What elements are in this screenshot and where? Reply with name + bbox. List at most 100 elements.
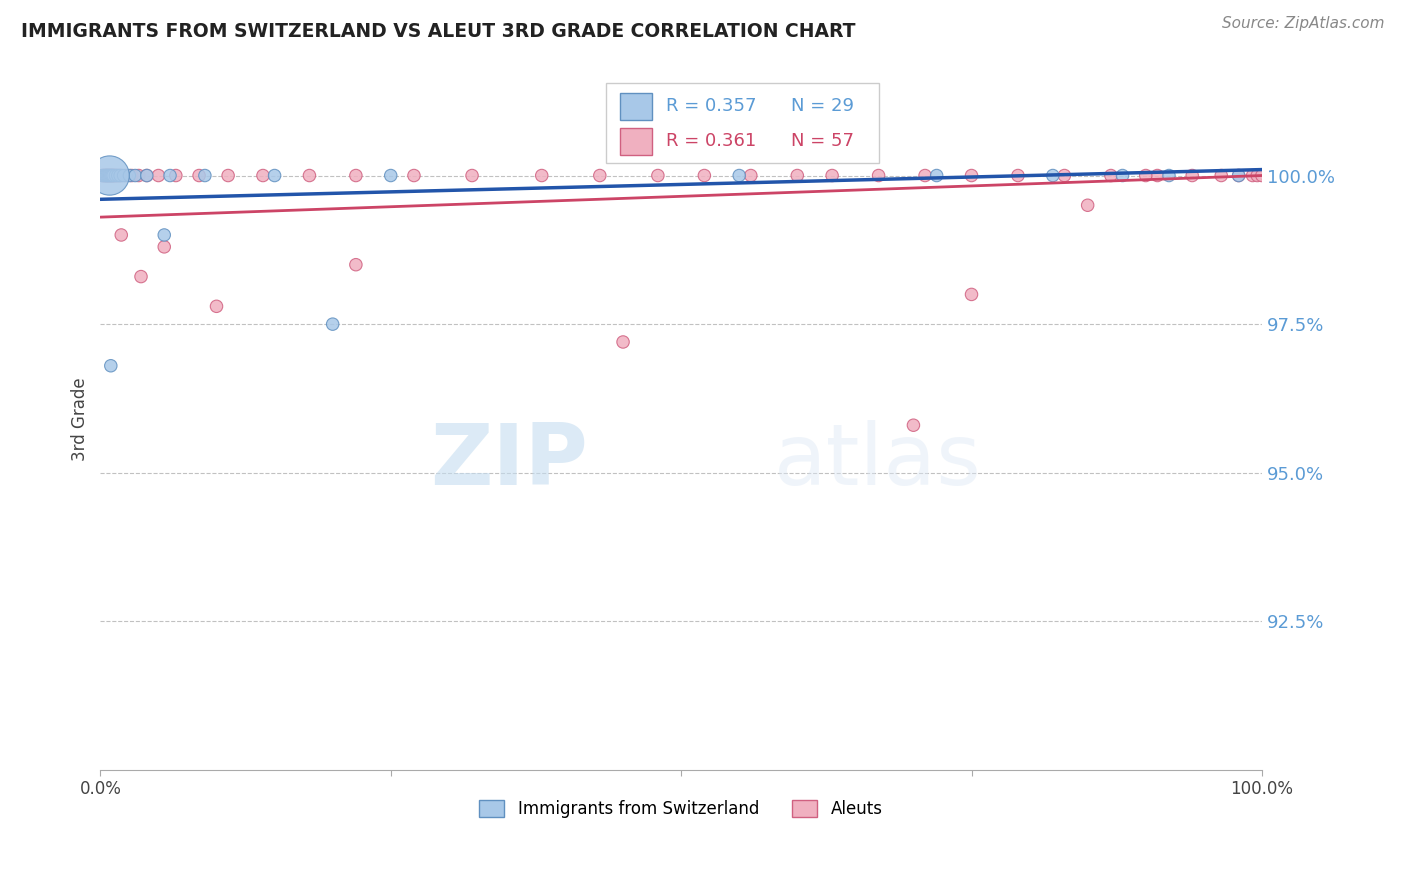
Point bbox=[104, 169, 127, 183]
Point bbox=[322, 317, 344, 331]
Point bbox=[205, 299, 228, 313]
Point bbox=[1227, 169, 1250, 183]
Point bbox=[1241, 169, 1264, 183]
Point bbox=[124, 169, 146, 183]
Point bbox=[1111, 169, 1133, 183]
Point bbox=[96, 169, 118, 183]
Point bbox=[97, 169, 120, 183]
Point bbox=[112, 169, 135, 183]
Point bbox=[402, 169, 425, 183]
FancyBboxPatch shape bbox=[620, 128, 652, 155]
Point bbox=[101, 169, 124, 183]
Text: atlas: atlas bbox=[775, 420, 981, 503]
Point bbox=[100, 359, 122, 373]
Point bbox=[98, 169, 121, 183]
Point bbox=[93, 169, 115, 183]
Text: IMMIGRANTS FROM SWITZERLAND VS ALEUT 3RD GRADE CORRELATION CHART: IMMIGRANTS FROM SWITZERLAND VS ALEUT 3RD… bbox=[21, 22, 856, 41]
Point bbox=[110, 169, 132, 183]
Point bbox=[344, 258, 367, 272]
Point bbox=[91, 169, 114, 183]
Point bbox=[94, 169, 117, 183]
Text: N = 57: N = 57 bbox=[792, 133, 855, 151]
Point bbox=[589, 169, 612, 183]
Point bbox=[1007, 169, 1029, 183]
Point bbox=[960, 169, 983, 183]
Point bbox=[647, 169, 669, 183]
Point bbox=[1077, 198, 1099, 212]
Point bbox=[914, 169, 936, 183]
Point bbox=[100, 169, 122, 183]
Point bbox=[1135, 169, 1157, 183]
Point bbox=[118, 169, 141, 183]
Point bbox=[344, 169, 367, 183]
Point bbox=[263, 169, 285, 183]
Point bbox=[1099, 169, 1122, 183]
Point bbox=[194, 169, 217, 183]
Point bbox=[94, 169, 117, 183]
Point bbox=[91, 169, 114, 183]
Point bbox=[98, 169, 121, 183]
Point bbox=[96, 169, 118, 183]
Point bbox=[1251, 169, 1274, 183]
Legend: Immigrants from Switzerland, Aleuts: Immigrants from Switzerland, Aleuts bbox=[472, 793, 890, 825]
Point bbox=[868, 169, 890, 183]
Text: N = 29: N = 29 bbox=[792, 97, 855, 115]
Point bbox=[103, 169, 125, 183]
Point bbox=[380, 169, 402, 183]
Point bbox=[153, 240, 176, 254]
Point bbox=[108, 169, 131, 183]
Point bbox=[100, 169, 122, 183]
Point bbox=[740, 169, 762, 183]
Point bbox=[252, 169, 274, 183]
Point bbox=[165, 169, 187, 183]
Point bbox=[217, 169, 239, 183]
Point bbox=[728, 169, 751, 183]
Point bbox=[108, 169, 131, 183]
Point bbox=[786, 169, 808, 183]
Point bbox=[1181, 169, 1204, 183]
Point bbox=[1042, 169, 1064, 183]
Y-axis label: 3rd Grade: 3rd Grade bbox=[72, 377, 89, 461]
Point bbox=[960, 287, 983, 301]
Point bbox=[101, 169, 124, 183]
Point bbox=[97, 169, 120, 183]
Point bbox=[110, 227, 132, 242]
Point bbox=[135, 169, 157, 183]
Point bbox=[461, 169, 484, 183]
Point bbox=[693, 169, 716, 183]
FancyBboxPatch shape bbox=[606, 83, 879, 163]
Point bbox=[135, 169, 157, 183]
Point bbox=[821, 169, 844, 183]
Point bbox=[530, 169, 553, 183]
Point bbox=[115, 169, 138, 183]
Point bbox=[1227, 169, 1250, 183]
Point bbox=[1053, 169, 1076, 183]
Point bbox=[1211, 169, 1233, 183]
FancyBboxPatch shape bbox=[620, 93, 652, 120]
Point bbox=[105, 169, 128, 183]
Point bbox=[121, 169, 143, 183]
Point bbox=[129, 269, 152, 284]
Point bbox=[1246, 169, 1268, 183]
Point bbox=[101, 169, 124, 183]
Point bbox=[148, 169, 170, 183]
Text: ZIP: ZIP bbox=[430, 420, 588, 503]
Point bbox=[188, 169, 211, 183]
Point bbox=[925, 169, 948, 183]
Text: Source: ZipAtlas.com: Source: ZipAtlas.com bbox=[1222, 16, 1385, 31]
Point bbox=[107, 169, 129, 183]
Point bbox=[104, 169, 127, 183]
Point bbox=[903, 418, 925, 433]
Point bbox=[159, 169, 181, 183]
Point bbox=[612, 334, 634, 349]
Point bbox=[1146, 169, 1168, 183]
Point bbox=[298, 169, 321, 183]
Point bbox=[128, 169, 150, 183]
Text: R = 0.361: R = 0.361 bbox=[666, 133, 756, 151]
Point bbox=[96, 169, 118, 183]
Point bbox=[98, 169, 121, 183]
Point bbox=[1157, 169, 1180, 183]
Point bbox=[98, 169, 121, 183]
Text: R = 0.357: R = 0.357 bbox=[666, 97, 756, 115]
Point bbox=[153, 227, 176, 242]
